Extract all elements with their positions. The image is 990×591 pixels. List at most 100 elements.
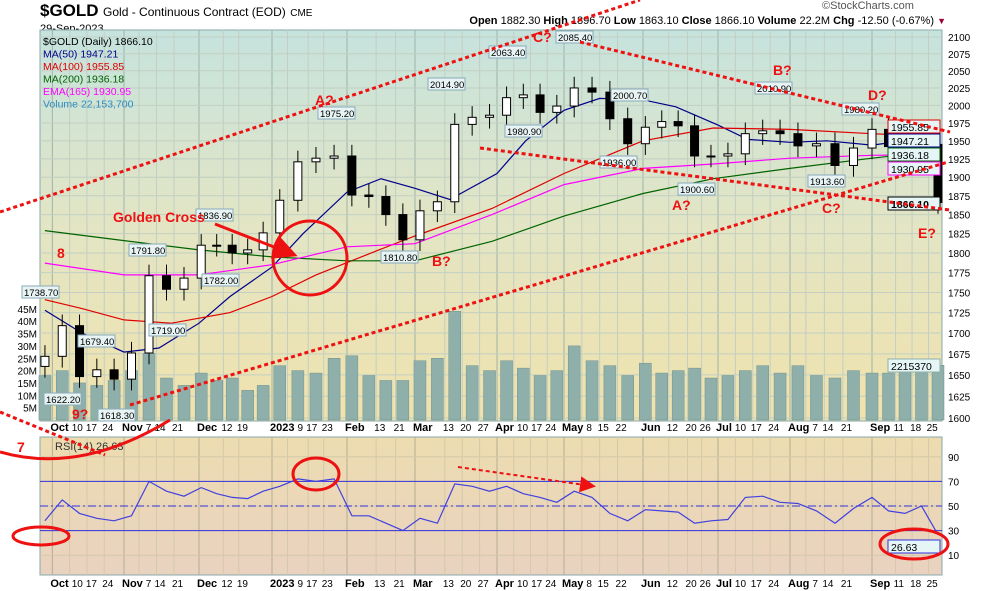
price-label: 2085.40 xyxy=(558,33,592,44)
volume-bar xyxy=(791,365,805,421)
volume-bar xyxy=(448,311,462,421)
rsi-overbought-circle xyxy=(291,456,341,492)
x-tick-label: 17 xyxy=(751,579,763,590)
volume-bar xyxy=(704,377,718,421)
x-tick-label: 17 xyxy=(306,423,318,434)
volume-bar xyxy=(413,360,427,421)
x-tick-label: 17 xyxy=(531,423,543,434)
volume-bar xyxy=(915,360,928,421)
x-tick-label: 14 xyxy=(155,423,167,434)
price-label-box xyxy=(201,273,240,287)
price-label: 1810.80 xyxy=(383,253,417,264)
volume-tag-box xyxy=(887,358,941,373)
low-label: Low xyxy=(613,15,636,27)
x-tick-label: 20 xyxy=(686,423,698,434)
price-label-box xyxy=(754,81,793,95)
volume-bar xyxy=(847,370,860,421)
x-tick-label: 17 xyxy=(86,423,98,434)
candle-body xyxy=(706,155,716,158)
x-tick-label: 22 xyxy=(616,423,628,434)
y-tick-label: 2050 xyxy=(948,67,971,78)
wave-annotation: Golden Cross xyxy=(113,209,205,225)
x-tick-label: 7 xyxy=(146,579,152,590)
candle-body xyxy=(502,97,512,116)
x-tick-label: 25 xyxy=(927,579,939,590)
legend-item: MA(200) 1936.18 xyxy=(43,74,124,86)
y-tick-label: 1775 xyxy=(948,269,971,280)
candle-body xyxy=(243,249,253,254)
x-tick-label: Oct xyxy=(50,578,69,590)
volume-bar xyxy=(567,345,581,421)
x-tick-label: 2023 xyxy=(270,578,294,590)
x-tick-label: 24 xyxy=(545,423,557,434)
rsi-tick-label: 70 xyxy=(948,477,960,488)
x-tick-label: 13 xyxy=(374,423,386,434)
price-label-box xyxy=(841,102,880,116)
volume-bar xyxy=(931,365,945,421)
price-label: 1618.30 xyxy=(100,411,134,422)
price-label: 1900.60 xyxy=(680,185,714,196)
red-arc xyxy=(0,418,171,461)
x-tick-label: 27 xyxy=(478,423,490,434)
y-tick-label: 1925 xyxy=(948,155,971,166)
x-tick-label: Mar xyxy=(413,422,433,434)
lower-left-trend-line xyxy=(0,410,106,457)
price-label-box xyxy=(21,285,60,299)
rsi-oversold-ellipse xyxy=(878,527,950,561)
x-tick-label: 10 xyxy=(517,579,529,590)
volume-bar xyxy=(621,375,634,421)
x-tick-label: 11 xyxy=(894,423,905,434)
x-tick-label: 23 xyxy=(322,423,334,434)
candle-body xyxy=(673,121,683,127)
x-tick-label: 10 xyxy=(72,579,84,590)
volume-bar xyxy=(291,370,305,421)
wave-annotation: C? xyxy=(822,200,841,216)
volume-bar xyxy=(345,355,359,421)
volume-bar xyxy=(603,365,617,421)
volume-bar xyxy=(721,375,735,421)
x-tick-label: 21 xyxy=(841,423,853,434)
wave-annotation: A? xyxy=(672,197,691,213)
golden-cross-circle xyxy=(271,219,349,297)
price-label-box xyxy=(599,155,638,169)
symbol: $GOLD xyxy=(40,1,99,20)
volume-bar xyxy=(865,372,879,421)
x-tick-label: 19 xyxy=(237,423,249,434)
x-tick-label: Apr xyxy=(495,422,515,434)
candle-body xyxy=(127,352,136,380)
candle-body xyxy=(535,94,545,113)
candle-body xyxy=(569,87,579,107)
volume-bar xyxy=(639,362,652,421)
candle-body xyxy=(75,325,85,378)
candle-body xyxy=(415,210,425,241)
volume-value: 22.2M xyxy=(799,15,831,27)
volume-bar xyxy=(517,367,530,421)
volume-bar xyxy=(90,385,104,421)
volume-bar xyxy=(828,377,842,421)
candle-body xyxy=(917,143,926,146)
legend-item: MA(50) 1947.21 xyxy=(43,49,118,61)
volume-tick-label: 20M xyxy=(18,367,37,378)
x-tick-label: 14 xyxy=(155,579,167,590)
y-tick-label: 2100 xyxy=(948,33,971,44)
x-tick-label: 26 xyxy=(700,579,712,590)
candle-body xyxy=(381,196,391,216)
candle-body xyxy=(811,143,821,147)
open-value: 1882.30 xyxy=(500,15,541,27)
price-label-box xyxy=(380,250,419,264)
ma200-tag-box xyxy=(887,147,941,162)
last-price-tag: 1866.10 xyxy=(891,199,929,211)
price-label-box xyxy=(677,182,716,196)
x-tick-label: 17 xyxy=(306,579,318,590)
x-tick-label: 21 xyxy=(394,423,406,434)
x-tick-label: 7 xyxy=(146,423,152,434)
x-tick-label: 24 xyxy=(102,423,114,434)
volume-bar xyxy=(585,360,599,421)
volume-bar xyxy=(379,380,393,421)
x-tick-label: Aug xyxy=(788,422,809,434)
x-tick-label: Nov xyxy=(122,422,144,434)
candle-body xyxy=(144,275,154,354)
x-tick-label: 21 xyxy=(172,579,184,590)
legend-item: Volume 22,153,700 xyxy=(43,99,134,111)
